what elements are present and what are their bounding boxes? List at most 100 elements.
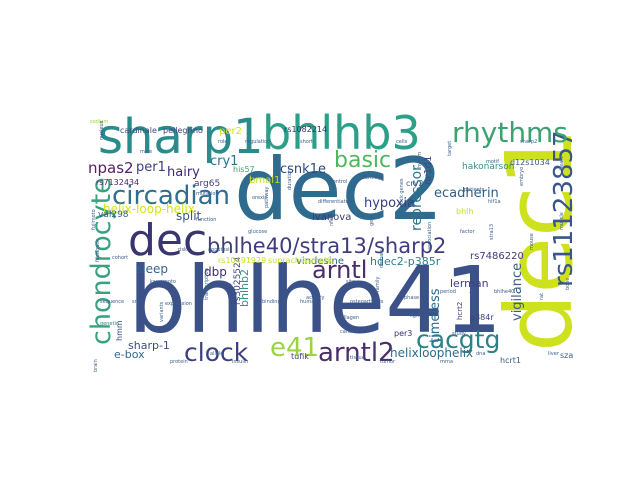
- word: allele: [210, 351, 224, 357]
- word: cancer: [340, 329, 357, 335]
- word: clock genes: [399, 178, 405, 208]
- word: family: [375, 276, 381, 292]
- word: timeless: [428, 288, 443, 343]
- word: lerman: [450, 277, 489, 290]
- word: site: [346, 279, 356, 285]
- word: nfkb: [329, 215, 335, 226]
- word: val298: [98, 210, 129, 220]
- word: expression: [165, 301, 192, 307]
- word: tumor: [380, 359, 396, 365]
- word: mutation: [196, 191, 219, 197]
- word: role: [218, 139, 228, 145]
- word: clock: [184, 338, 249, 367]
- word: gene: [369, 213, 375, 227]
- word: sharp1: [98, 109, 264, 165]
- word: fujimoto: [91, 209, 97, 230]
- word: ivanova: [312, 212, 352, 223]
- word: rat: [539, 292, 545, 300]
- word: orexin: [252, 195, 268, 201]
- word: helixloophelix: [390, 346, 474, 360]
- word: glucose: [248, 229, 268, 235]
- word: sequence: [100, 299, 125, 305]
- word: patients: [464, 187, 485, 193]
- word: motif: [486, 159, 500, 165]
- word: variants: [159, 301, 165, 322]
- word: split: [176, 209, 202, 223]
- word: bhlhe41: [128, 247, 503, 354]
- word: mouse: [529, 233, 535, 250]
- word: hairy: [167, 165, 200, 180]
- word: light: [410, 313, 422, 319]
- word: sharp-1: [128, 339, 170, 352]
- word: sza: [560, 351, 574, 360]
- word: csnk1e: [280, 162, 326, 177]
- word: collagen: [338, 315, 360, 321]
- word: insulin: [232, 359, 249, 365]
- word: rs7132434: [96, 178, 140, 187]
- word: apoptosis: [208, 247, 233, 253]
- word: muscle: [559, 212, 565, 230]
- word: mrna: [440, 359, 454, 365]
- word: rhythms: [452, 116, 568, 149]
- word: arg65: [194, 179, 221, 189]
- word: e-box: [114, 348, 145, 361]
- word: study: [452, 331, 466, 337]
- word: hakonarson: [462, 162, 515, 172]
- word: rs1082214: [284, 125, 328, 134]
- word: dbp: [204, 265, 227, 279]
- word: osteoarthritis: [350, 299, 384, 305]
- word: transcription: [204, 268, 210, 300]
- word: npas2: [88, 159, 134, 177]
- word: duration: [287, 168, 293, 190]
- word: human: [300, 299, 318, 305]
- word: feedback: [95, 239, 101, 262]
- word: per3: [394, 329, 413, 338]
- word: period: [440, 289, 456, 295]
- word: arntl2: [318, 338, 395, 368]
- word: heart: [559, 156, 565, 170]
- word: activity: [306, 295, 325, 301]
- word: nucleus: [99, 120, 105, 140]
- word: hypoxia: [364, 196, 416, 211]
- word: arntl: [312, 256, 368, 284]
- word: rs11123857: [549, 130, 579, 287]
- word: hdec2-p385r: [370, 255, 441, 268]
- word: function: [196, 217, 217, 223]
- word: bmal1: [249, 175, 281, 186]
- word: factor: [460, 229, 475, 235]
- word: risk: [178, 247, 187, 253]
- word: tissue: [350, 355, 365, 361]
- word: phase: [404, 295, 420, 301]
- word: dna: [476, 351, 486, 357]
- word: cells: [396, 139, 408, 145]
- word: bhlhe40/stra13/sharp2: [207, 234, 447, 258]
- word: association: [427, 221, 433, 250]
- word: per2: [219, 126, 242, 137]
- word: snp: [132, 299, 141, 305]
- word: per1: [136, 160, 166, 175]
- word: repressor: [409, 165, 425, 231]
- word: cry2: [406, 179, 424, 188]
- word: basic: [334, 148, 392, 173]
- word: nr1d1: [423, 155, 434, 185]
- word: target: [447, 140, 453, 156]
- word: rhythm: [417, 151, 423, 170]
- word: regulation: [245, 139, 271, 145]
- word: genetic: [100, 321, 119, 327]
- word: bhlhe40: [494, 289, 515, 295]
- word: stra13: [489, 223, 495, 240]
- word: vindesine: [296, 256, 345, 267]
- word: cohort: [112, 255, 129, 261]
- word: mice: [140, 149, 153, 155]
- word: suprachiasmatic: [268, 256, 334, 265]
- word: sharp2: [520, 139, 538, 145]
- word: protein: [170, 359, 188, 365]
- word: rs7486220: [470, 251, 524, 262]
- word: helix-loop-helix: [103, 202, 195, 216]
- word: hcrt1: [500, 356, 521, 365]
- word: cacgtg: [416, 325, 501, 354]
- word: p384r: [470, 313, 494, 322]
- word: cartilage: [362, 175, 384, 181]
- word: brain: [93, 359, 99, 372]
